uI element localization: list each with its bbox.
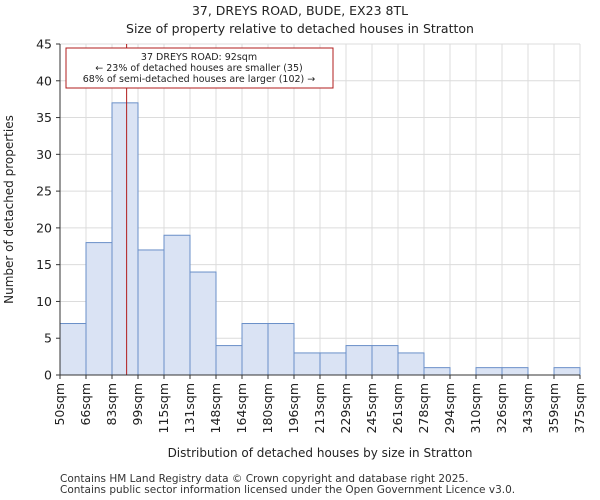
footer-line-2: Contains public sector information licen… — [60, 484, 516, 496]
bar — [241, 323, 269, 376]
bar — [189, 271, 217, 376]
y-tick-label: 25 — [36, 184, 52, 199]
bar — [423, 367, 451, 376]
bar — [85, 242, 113, 376]
y-tick-label: 45 — [36, 37, 52, 52]
annotation-line-3: 68% of semi-detached houses are larger (… — [83, 74, 316, 85]
x-axis-label: Distribution of detached houses by size … — [168, 446, 473, 460]
x-tick-label: 375sqm — [572, 383, 587, 433]
x-tick-label: 83sqm — [104, 383, 119, 426]
x-tick-label: 131sqm — [182, 383, 197, 433]
x-tick-label: 115sqm — [156, 383, 171, 433]
bar — [137, 249, 165, 376]
y-tick-label: 10 — [36, 294, 52, 309]
x-tick-label: 180sqm — [260, 383, 275, 433]
x-tick-label: 148sqm — [208, 383, 223, 433]
x-tick-labels: 50sqm 66sqm 83sqm 99sqm 115sqm 131sqm 148sqm 16… — [52, 383, 587, 433]
y-tick-label: 15 — [36, 257, 52, 272]
annotation-line-2: ← 23% of detached houses are smaller (35… — [95, 63, 302, 74]
axes — [56, 43, 581, 379]
x-tick-label: 278sqm — [416, 383, 431, 433]
x-tick-label: 229sqm — [338, 383, 353, 433]
y-tick-label: 20 — [36, 220, 52, 235]
y-tick-label: 0 — [44, 368, 52, 383]
x-tick-label: 213sqm — [312, 383, 327, 433]
x-tick-label: 326sqm — [494, 383, 509, 433]
bar — [397, 352, 425, 376]
footer-line-1: Contains HM Land Registry data © Crown c… — [60, 473, 469, 485]
x-tick-label: 66sqm — [78, 383, 93, 426]
annotation-line-1: 37 DREYS ROAD: 92sqm — [141, 52, 257, 63]
x-tick-label: 50sqm — [52, 383, 67, 426]
y-tick-labels: 0 5 10 15 20 25 30 35 40 45 — [36, 37, 52, 383]
x-tick-label: 310sqm — [468, 383, 483, 433]
x-tick-label: 294sqm — [442, 383, 457, 433]
x-tick-label: 196sqm — [286, 383, 301, 433]
annotation-box: 37 DREYS ROAD: 92sqm ← 23% of detached h… — [65, 47, 334, 89]
x-tick-label: 343sqm — [520, 383, 535, 433]
bar — [215, 345, 243, 376]
bar — [267, 323, 295, 376]
y-tick-label: 30 — [36, 147, 52, 162]
bar — [293, 352, 321, 376]
bar — [59, 323, 87, 376]
bar — [345, 345, 373, 376]
y-axis-label: Number of detached properties — [2, 115, 16, 304]
x-tick-label: 99sqm — [130, 383, 145, 426]
y-tick-label: 40 — [36, 73, 52, 88]
y-tick-label: 5 — [44, 331, 52, 346]
bar — [475, 367, 503, 376]
bar — [111, 102, 139, 376]
bar — [501, 367, 529, 376]
x-tick-label: 245sqm — [364, 383, 379, 433]
bar — [319, 352, 347, 376]
x-tick-label: 164sqm — [234, 383, 249, 433]
x-tick-label: 359sqm — [546, 383, 561, 433]
bar — [371, 345, 399, 376]
annotation-border — [65, 47, 334, 89]
bar — [163, 234, 191, 376]
y-tick-label: 35 — [36, 110, 52, 125]
bar — [553, 367, 581, 376]
plot-area: 37 DREYS ROAD: 92sqm ← 23% of detached h… — [2, 37, 587, 461]
chart-subtitle: Size of property relative to detached ho… — [126, 21, 474, 36]
chart-title: 37, DREYS ROAD, BUDE, EX23 8TL — [191, 3, 409, 18]
x-tick-label: 261sqm — [390, 383, 405, 433]
